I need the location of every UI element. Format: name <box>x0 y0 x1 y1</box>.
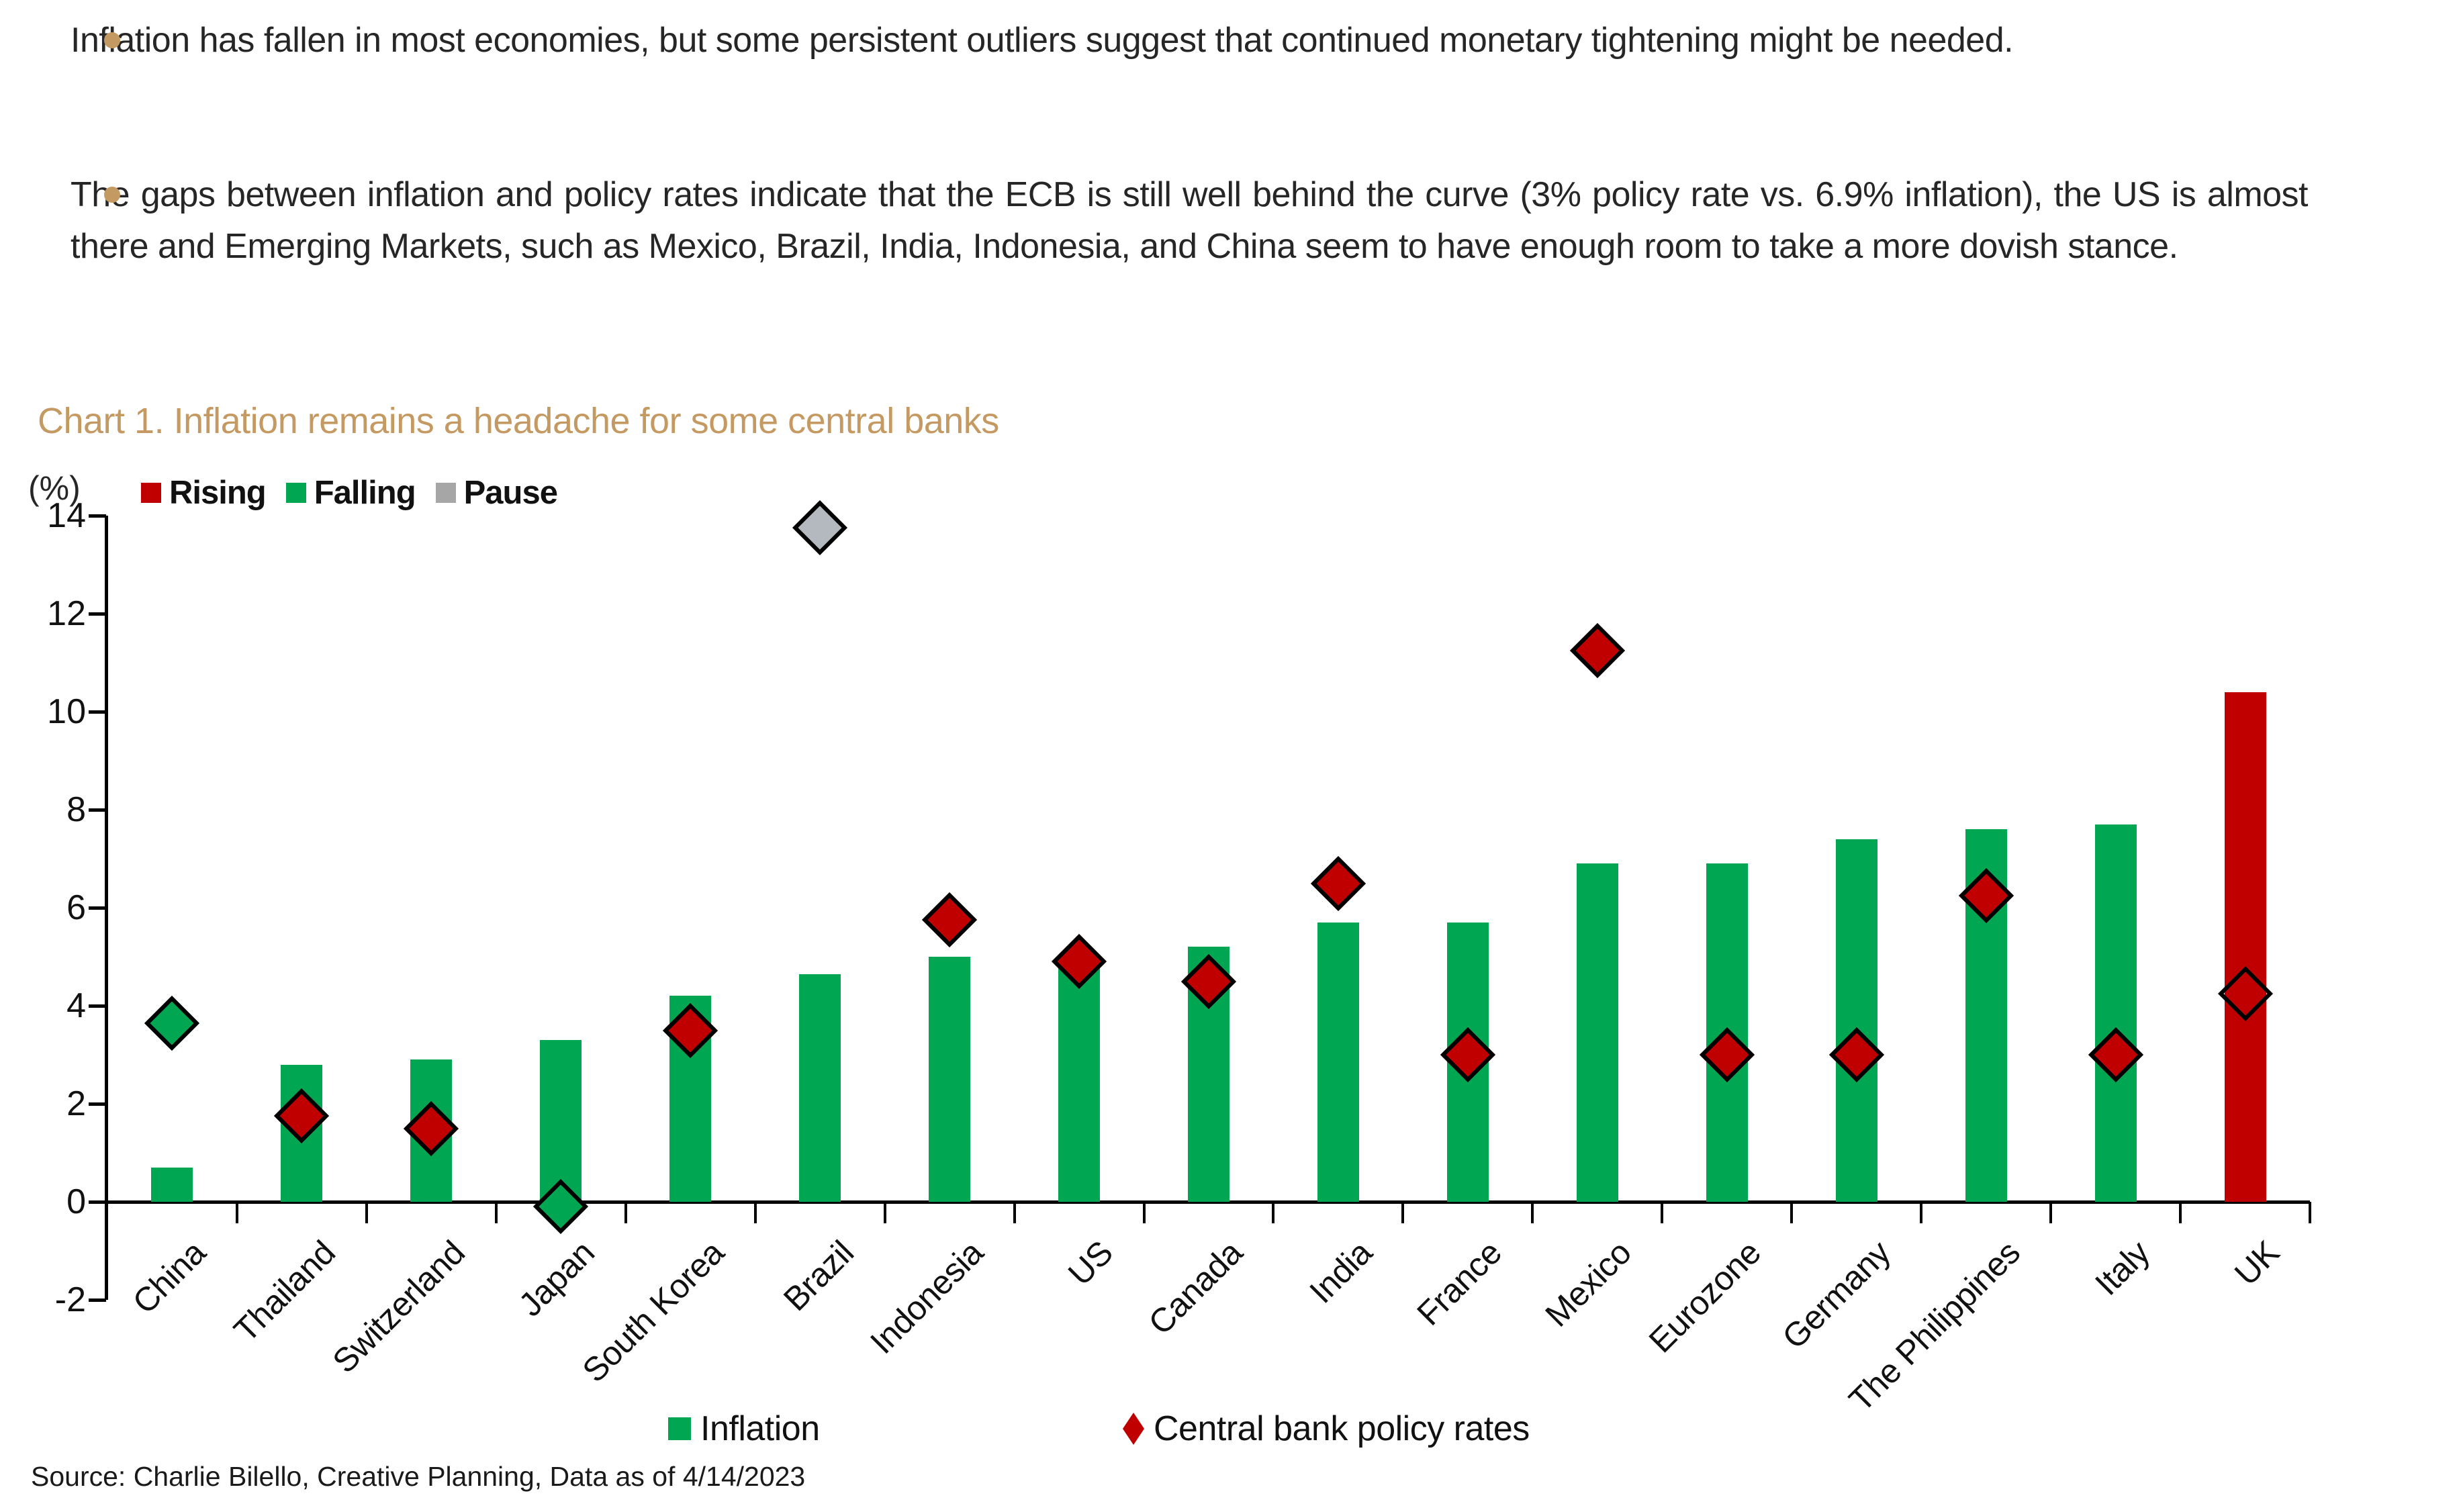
y-axis-tick-label: 2 <box>66 1084 86 1123</box>
falling-swatch-icon <box>285 483 306 503</box>
policy-rate-marker-india <box>1310 855 1366 911</box>
x-axis-tick <box>235 1202 238 1223</box>
policy-rate-marker-china <box>144 995 200 1051</box>
chart-title: Chart 1. Inflation remains a headache fo… <box>38 401 999 441</box>
bullet-item: Inflation has fallen in most economies, … <box>71 15 2308 66</box>
x-axis-tick <box>1401 1202 1405 1223</box>
x-axis-tick <box>1661 1202 1664 1223</box>
inflation-swatch-icon <box>668 1417 691 1440</box>
x-axis-tick <box>1142 1202 1146 1223</box>
x-axis-tick <box>494 1202 498 1223</box>
policy-rate-marker-mexico <box>1569 622 1625 678</box>
bar-us <box>1058 957 1101 1202</box>
legend-label: Pause <box>463 475 558 511</box>
y-axis-tick <box>89 612 106 616</box>
y-axis-tick <box>89 1004 106 1008</box>
y-axis-tick-label: -2 <box>54 1280 86 1319</box>
policy-rate-diamond-icon <box>1123 1413 1144 1445</box>
y-axis-tick <box>89 710 106 714</box>
x-axis-tick <box>1531 1202 1534 1223</box>
legend-item-pause: Pause <box>435 474 558 512</box>
y-axis-tick-label: 8 <box>66 790 86 829</box>
y-axis-tick-label: 14 <box>47 496 86 535</box>
bar-mexico <box>1576 863 1618 1202</box>
bar-germany <box>1835 839 1877 1202</box>
x-axis-line <box>107 1200 2310 1204</box>
y-axis-tick <box>89 1102 106 1106</box>
bar-india <box>1317 922 1359 1202</box>
policy-rate-marker-indonesia <box>922 892 978 948</box>
x-axis-tick <box>1272 1202 1275 1223</box>
bullet-dot-icon <box>104 32 120 48</box>
y-axis-tick <box>89 1200 106 1204</box>
bar-uk <box>2224 692 2266 1202</box>
y-axis-unit-label: (%) <box>28 469 81 507</box>
legend-label: Inflation <box>700 1409 820 1448</box>
bar-brazil <box>799 974 841 1202</box>
y-axis-tick <box>89 906 106 910</box>
x-axis-tick <box>883 1202 886 1223</box>
y-axis-tick-label: 4 <box>66 986 86 1025</box>
x-axis-tick <box>1013 1202 1016 1223</box>
bar-japan <box>540 1040 582 1202</box>
status-legend: Rising Falling Pause <box>141 474 558 512</box>
rising-swatch-icon <box>141 483 161 503</box>
y-axis-line <box>105 516 108 1300</box>
x-axis-tick <box>624 1202 627 1223</box>
bullet-text: Inflation has fallen in most economies, … <box>71 21 2014 60</box>
x-axis-tick <box>1920 1202 1923 1223</box>
x-axis-tick <box>753 1202 757 1223</box>
x-axis-tick <box>2049 1202 2053 1223</box>
x-axis-tick <box>1790 1202 1794 1223</box>
legend-item-policy-rates: Central bank policy rates <box>1123 1409 1530 1449</box>
pause-swatch-icon <box>435 483 456 503</box>
y-axis-tick-label: 10 <box>47 692 86 731</box>
bullet-dot-icon <box>104 187 120 203</box>
source-note: Source: Charlie Bilello, Creative Planni… <box>31 1461 806 1492</box>
x-axis-tick <box>2179 1202 2182 1223</box>
y-axis-tick-label: 12 <box>47 594 86 633</box>
legend-label: Falling <box>314 475 416 511</box>
policy-rate-marker-brazil <box>792 500 848 556</box>
bar-indonesia <box>929 957 971 1202</box>
bullet-text: The gaps between inflation and policy ra… <box>71 175 2309 266</box>
legend-label: Rising <box>169 475 267 511</box>
legend-item-falling: Falling <box>285 474 416 512</box>
bar-italy <box>2094 824 2137 1202</box>
y-axis-tick <box>89 808 106 812</box>
y-axis-tick-label: 0 <box>66 1182 86 1221</box>
y-axis-tick <box>89 514 106 518</box>
bullet-item: The gaps between inflation and policy ra… <box>71 169 2309 273</box>
y-axis-tick <box>89 1298 106 1302</box>
x-axis-tick <box>2309 1202 2311 1223</box>
legend-item-rising: Rising <box>141 474 267 512</box>
legend-label: Central bank policy rates <box>1154 1409 1530 1448</box>
bar-china <box>151 1167 193 1202</box>
legend-item-inflation: Inflation <box>668 1409 820 1449</box>
y-axis-tick-label: 6 <box>66 888 86 927</box>
x-axis-tick <box>365 1202 368 1223</box>
